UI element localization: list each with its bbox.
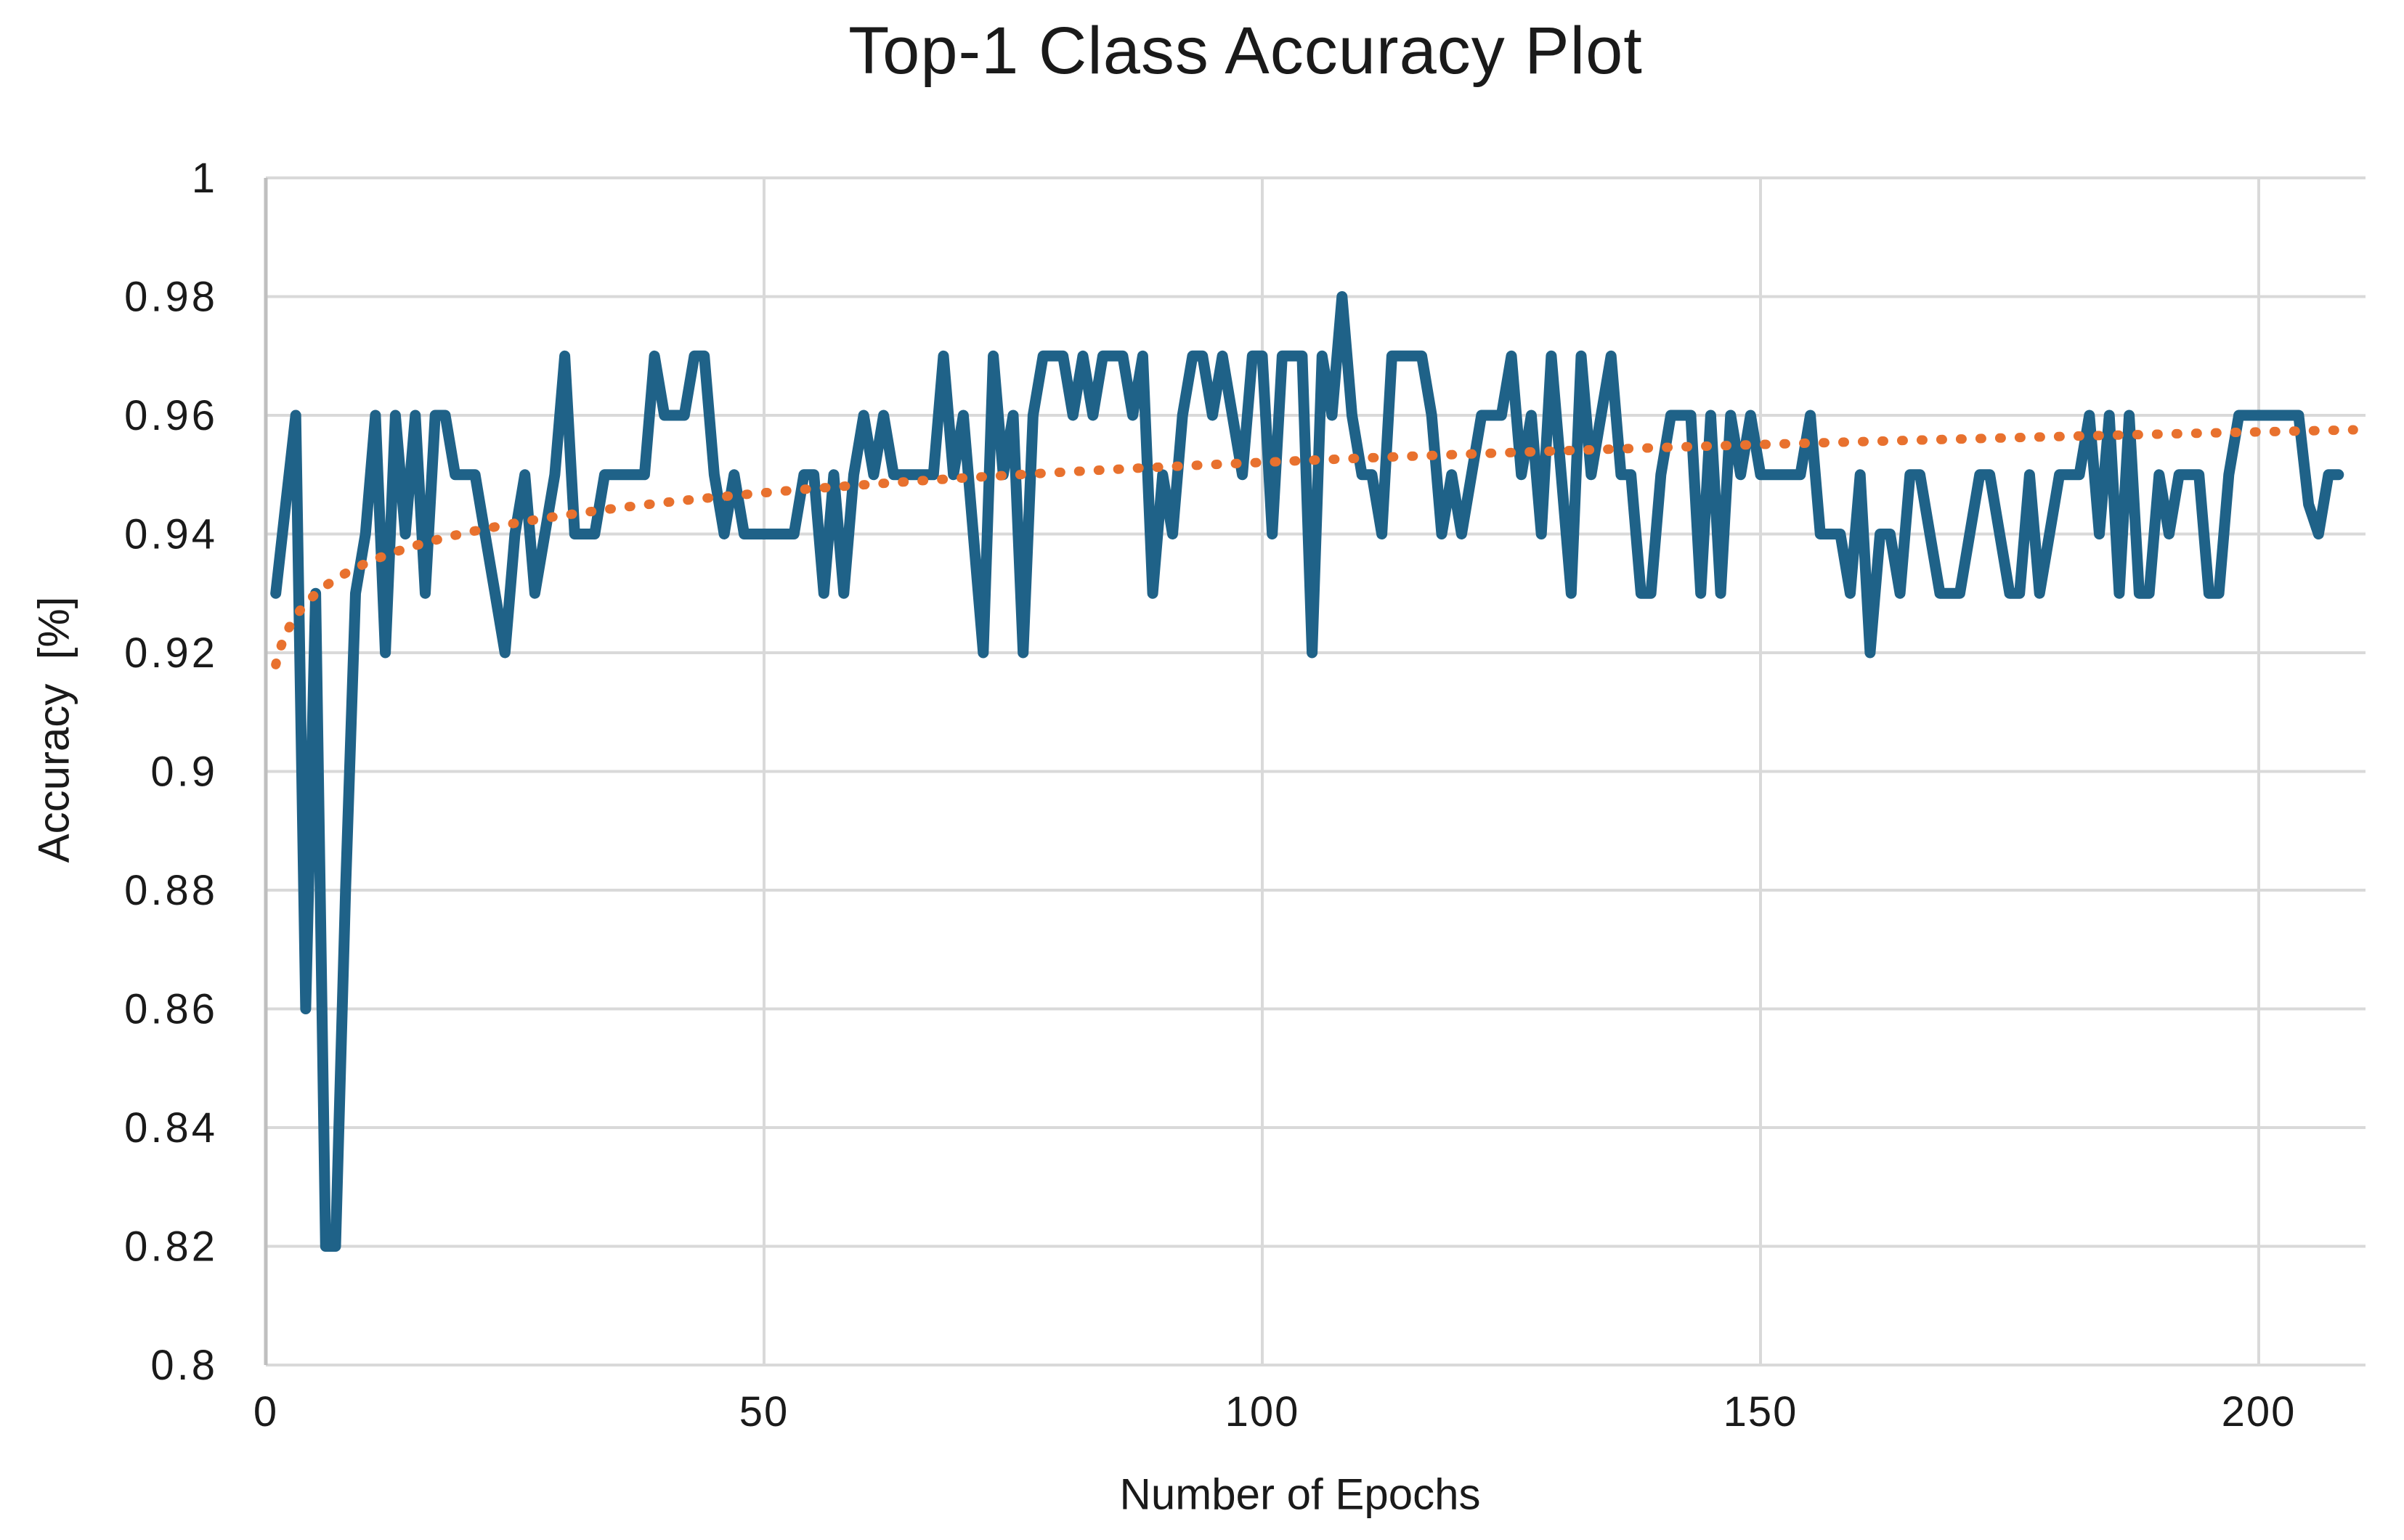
x-tick-label: 50 [739, 1388, 789, 1435]
gridlines [266, 176, 2366, 1366]
x-tick-labels: 0 50 100 150 200 [253, 1388, 2297, 1435]
y-tick-label: 0.94 [124, 511, 218, 558]
y-tick-label: 0.9 [150, 749, 218, 796]
y-tick-label: 0.84 [124, 1104, 218, 1152]
x-tick-label: 200 [2222, 1388, 2297, 1435]
y-tick-labels: 1 0.98 0.96 0.94 0.92 0.9 0.88 0.86 0.84 0.82 0.8 [124, 155, 218, 1389]
y-tick-label: 0.96 [124, 392, 218, 439]
y-tick-label: 0.8 [150, 1342, 218, 1389]
y-tick-label: 0.98 [124, 274, 218, 321]
accuracy-series-line [270, 291, 2344, 1252]
chart-title: Top-1 Class Accuracy Plot [848, 14, 1643, 88]
y-tick-label: 0.82 [124, 1223, 218, 1271]
y-tick-label: 0.86 [124, 986, 218, 1033]
x-axis-title: Number of Epochs [1119, 1470, 1481, 1519]
x-tick-label: 0 [253, 1388, 278, 1435]
x-tick-label: 150 [1723, 1388, 1798, 1435]
y-tick-label: 1 [192, 155, 218, 202]
x-tick-label: 100 [1225, 1388, 1300, 1435]
trendline [271, 425, 2358, 669]
y-tick-label: 0.88 [124, 867, 218, 914]
y-tick-label: 0.92 [124, 630, 218, 677]
